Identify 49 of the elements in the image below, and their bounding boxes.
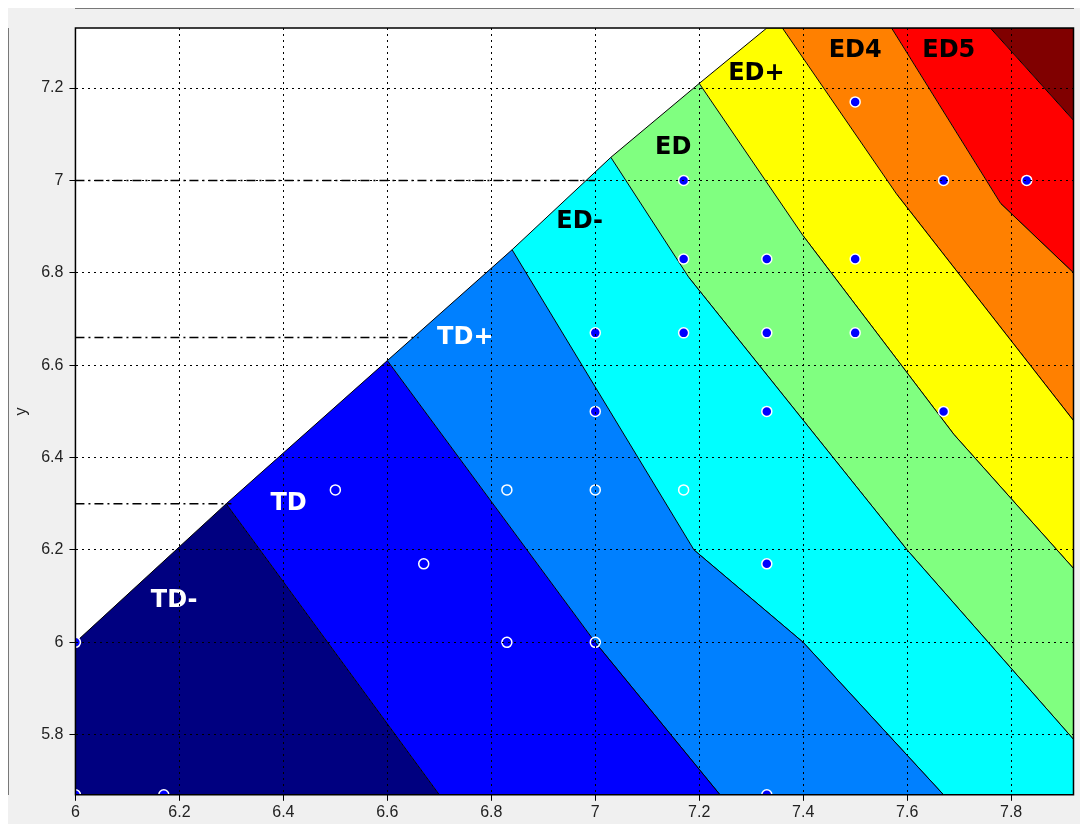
- point: [589, 405, 602, 418]
- series-label: ED: [655, 132, 692, 161]
- series-label: TD: [270, 488, 307, 517]
- y-tick-label: 6.8: [41, 263, 64, 281]
- x-tick-label: 6.6: [376, 802, 399, 820]
- point: [937, 174, 950, 187]
- point: [849, 96, 861, 108]
- y-tick-label: 6.2: [41, 540, 64, 558]
- point: [677, 327, 690, 339]
- x-tick-label: 7.6: [896, 802, 919, 820]
- point: [761, 327, 773, 339]
- y-tick-label: 5.8: [41, 725, 64, 743]
- y-tick-label: 6.6: [41, 355, 64, 373]
- point: [589, 327, 602, 339]
- x-tick-label: 7.4: [792, 802, 815, 820]
- series-label: ED5: [922, 35, 976, 64]
- point: [849, 253, 861, 265]
- series-label: TD-: [150, 585, 198, 614]
- x-tick-label: 6.4: [272, 802, 295, 820]
- x-tick-label: 7.2: [688, 802, 711, 820]
- y-tick-label: 7.2: [41, 78, 64, 96]
- point: [501, 484, 513, 496]
- x-tick-label: 6.2: [168, 802, 191, 820]
- x-tick-label: 6.8: [480, 802, 503, 820]
- x-tick-label: 7.8: [1000, 802, 1023, 820]
- point: [1020, 174, 1033, 187]
- point: [589, 636, 602, 649]
- point: [677, 484, 690, 496]
- y-tick-label: 6: [54, 632, 64, 650]
- point: [761, 405, 773, 418]
- x-tick-label: 6: [70, 802, 80, 820]
- y-axis-title: y: [12, 407, 30, 416]
- point: [589, 484, 602, 496]
- point: [329, 484, 342, 496]
- point: [761, 558, 773, 570]
- point: [937, 405, 950, 418]
- series-label: ED+: [728, 58, 785, 87]
- y-tick-label: 6.4: [41, 448, 64, 465]
- series-label: ED-: [556, 206, 604, 235]
- y-tick-label: 7: [54, 170, 64, 188]
- point: [677, 174, 690, 187]
- x-tick-label: 7: [590, 802, 600, 820]
- series-label: ED4: [828, 35, 882, 64]
- point: [849, 327, 861, 339]
- point: [501, 636, 513, 649]
- point: [761, 253, 773, 265]
- point: [417, 558, 430, 570]
- point: [677, 253, 690, 265]
- series-label: TD+: [437, 321, 494, 350]
